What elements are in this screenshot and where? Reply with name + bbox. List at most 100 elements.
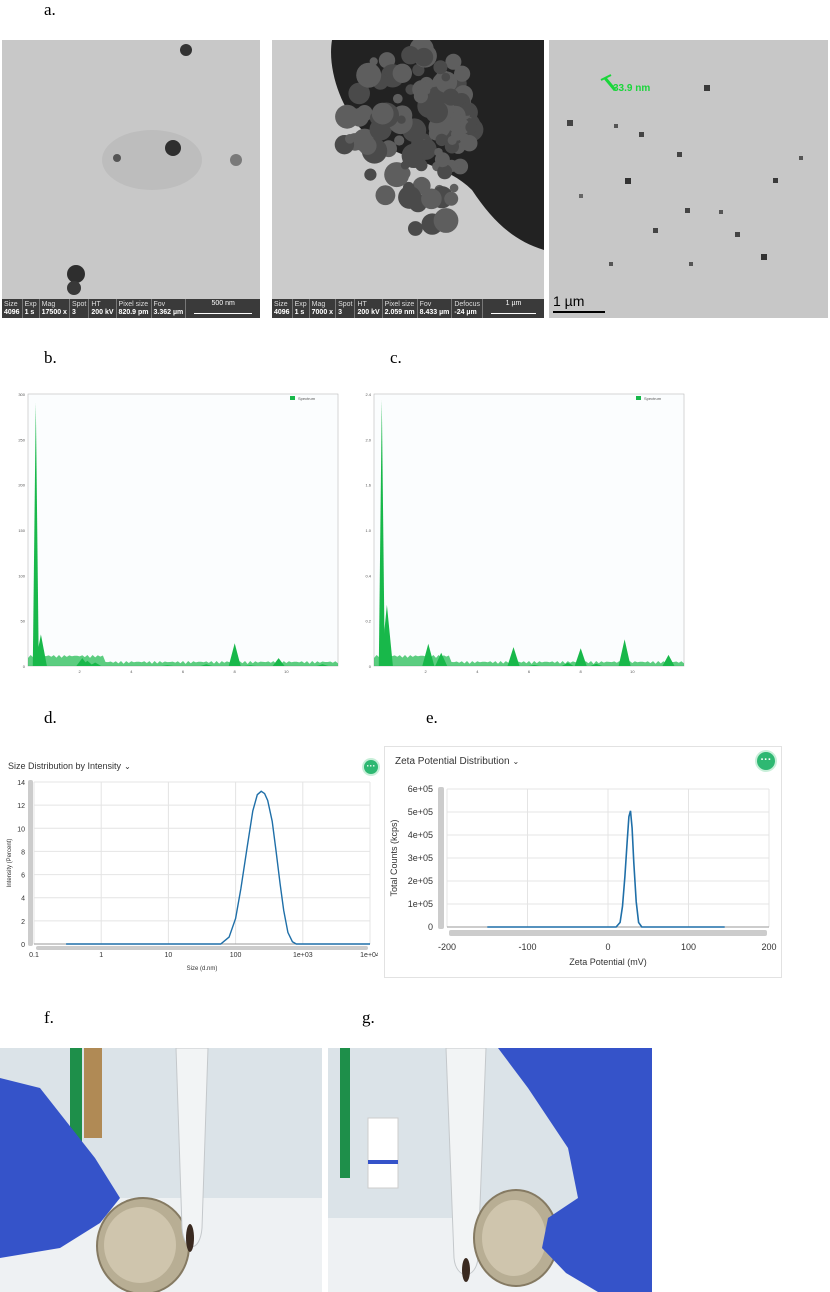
eds-c-ytick-label: 0.4 (365, 573, 371, 578)
tem-2-particle (447, 135, 457, 145)
zeta-ytick-label: 5e+05 (408, 807, 433, 817)
chevron-down-icon: ⌄ (124, 762, 131, 771)
eds-c-xtick-label: 6 (528, 669, 531, 674)
tem-image-3: 33.9 nm 1 µm (549, 40, 828, 318)
tem-3-scale-label: 1 µm (553, 293, 585, 309)
eds-b-peak (228, 643, 241, 666)
zeta-potential-title[interactable]: Zeta Potential Distribution ⌄ (395, 756, 520, 767)
tem-2-particle (465, 121, 478, 134)
size-x-scrollbar (36, 946, 368, 950)
size-xtick-label: 1 (99, 952, 103, 959)
size-x-axis-label: Size (d.nm) (187, 966, 218, 972)
tem-2-particle (425, 100, 448, 124)
tem-2-particle (435, 71, 458, 93)
tem-2-info-ht: HT 200 kV (355, 299, 383, 318)
eds-b-plot-area (27, 393, 339, 667)
tem-2-particle (358, 136, 377, 155)
eds-b-peak (81, 660, 94, 666)
tem-2-info-exp: Exp 1 s (293, 299, 310, 318)
tem-2-particle (356, 62, 382, 88)
tem-2-particle (394, 135, 405, 146)
tem-1-info-pixel: Pixel size 820.9 pm (117, 299, 152, 318)
eds-b-ytick-label: 300 (18, 392, 25, 397)
tem-3-measurement-marker (600, 74, 617, 91)
tem-1-info-mag: Mag 17500 x (40, 299, 70, 318)
size-xtick-label: 100 (230, 952, 242, 959)
tem-image-2: Size 4096 Exp 1 s Mag 7000 x Spot 3 HT 200 kV… (272, 40, 544, 318)
tem-2-particle (433, 60, 448, 75)
tem-2-particle (444, 191, 459, 206)
tem-2-particle (348, 82, 370, 105)
tem-image-1: Size 4096 Exp 1 s Mag 17500 x Spot 3 HT 200 k… (2, 40, 260, 318)
tem-image-2-particles (272, 40, 544, 318)
eds-b-peak (272, 658, 285, 666)
tem-2-info-pixel: Pixel size 2.059 nm (383, 299, 418, 318)
tem-2-particle (352, 107, 369, 124)
eds-c-background-noise (374, 655, 684, 666)
more-options-button[interactable]: ··· (364, 760, 378, 774)
tem-2-particle (442, 88, 460, 106)
eds-spectrum-c-plot: 0 0.2 0.4 1.0 1.6 2.0 2.4 2 4 6 8 10 Spectrum (365, 392, 685, 674)
tem-1-info-exp: Exp 1 s (23, 299, 40, 318)
zeta-xtick-label: -100 (518, 942, 536, 952)
eds-c-xtick-label: 4 (476, 669, 479, 674)
tem-2-info-defocus: Defocus -24 µm (452, 299, 484, 318)
size-ytick-label: 8 (21, 849, 25, 856)
eds-c-peak (574, 648, 587, 666)
zeta-x-axis-label: Zeta Potential (mV) (569, 957, 647, 967)
tem-2-particle (454, 65, 471, 82)
eds-b-xtick-label: 10 (284, 669, 289, 674)
eds-b-legend-label: Spectrum (298, 396, 316, 401)
eds-b-peak (316, 664, 329, 666)
eds-c-legend-label: Spectrum (644, 396, 662, 401)
panel-label-a: a. (44, 0, 56, 19)
size-ytick-label: 0 (21, 942, 25, 949)
eds-b-peak (161, 665, 174, 666)
tem-2-particle (375, 185, 396, 206)
eds-c-xtick-label: 10 (630, 669, 635, 674)
tem-2-particle (441, 72, 451, 82)
size-ytick-label: 14 (17, 780, 25, 787)
zeta-ytick-label: 1e+05 (408, 899, 433, 909)
tem-1-info-spot: Spot 3 (70, 299, 90, 318)
eds-spectrum-c: 0 0.2 0.4 1.0 1.6 2.0 2.4 2 4 6 8 10 Spectrum (352, 390, 692, 682)
tem-2-particle (345, 134, 355, 144)
zeta-xtick-label: 200 (761, 942, 776, 952)
tem-2-particle (397, 115, 406, 124)
tem-2-particle (450, 111, 462, 123)
tem-image-3-particles (549, 40, 828, 318)
size-xtick-label: 1e+03 (293, 952, 313, 959)
eds-c-xtick-label: 2 (425, 669, 428, 674)
size-ytick-label: 6 (21, 873, 25, 880)
size-ytick-label: 2 (21, 919, 25, 926)
eds-c-peak (422, 643, 435, 666)
tem-2-particle (364, 168, 377, 181)
size-y-axis-label: Intensity (Percent) (7, 839, 13, 888)
tem-2-particle (371, 102, 394, 125)
eds-c-ytick-label: 2.4 (365, 392, 371, 397)
eds-c-peak (662, 654, 675, 666)
eds-spectrum-b: 0 50 100 150 200 250 300 2 4 6 8 10 Spectrum (6, 390, 346, 682)
tem-2-particle (413, 89, 428, 104)
size-distribution-title[interactable]: Size Distribution by Intensity ⌄ (8, 761, 131, 771)
panel-label-g: g. (362, 1008, 375, 1027)
size-ytick-label: 4 (21, 896, 25, 903)
more-options-button[interactable]: ··· (757, 752, 775, 770)
eds-c-peak (507, 647, 520, 666)
eds-c-plot-area (373, 393, 685, 667)
tem-1-scale-bar: 500 nm (186, 299, 260, 318)
size-distribution-chart: Size Distribution by Intensity ⌄ ··· 0.1 1… (2, 752, 378, 978)
zeta-y-axis-label: Total Counts (kcps) (389, 819, 399, 896)
panel-label-d: d. (44, 708, 57, 727)
eds-b-xtick-label: 2 (79, 669, 82, 674)
eds-c-ytick-label: 0 (369, 664, 372, 669)
tem-2-particle (401, 46, 420, 65)
eds-c-peak (618, 639, 631, 666)
tem-2-info-mag: Mag 7000 x (310, 299, 337, 318)
size-xtick-label: 0.1 (29, 952, 39, 959)
tem-1-info-bar: Size 4096 Exp 1 s Mag 17500 x Spot 3 HT 200 k… (2, 299, 260, 318)
chevron-down-icon: ⌄ (512, 757, 520, 766)
tem-2-particle (393, 93, 403, 104)
eds-b-xtick-label: 6 (182, 669, 185, 674)
zeta-xtick-label: 100 (681, 942, 696, 952)
